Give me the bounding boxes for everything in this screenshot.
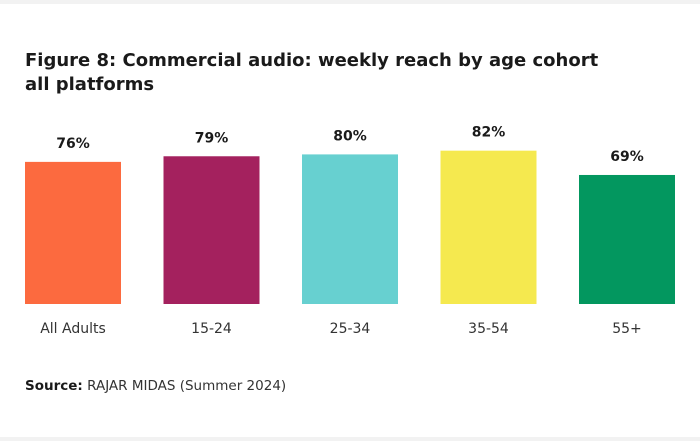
category-label-35-54: 35-54 (468, 321, 509, 337)
bar-15-24 (163, 156, 260, 304)
bar-25-34 (302, 154, 398, 304)
category-label-all-adults: All Adults (40, 321, 106, 337)
category-label-55plus: 55+ (612, 321, 642, 337)
bar-chart: 76% All Adults 79% 15-24 80% 25-34 82% 35-54 69%… (25, 125, 675, 337)
bar-all-adults (25, 161, 121, 304)
top-divider (0, 0, 700, 4)
bar-35-54 (440, 150, 537, 304)
data-label-15-24: 79% (195, 130, 229, 146)
bar-55plus (579, 174, 675, 304)
category-label-15-24: 15-24 (191, 321, 232, 337)
source-note: Source: RAJAR MIDAS (Summer 2024) (25, 378, 286, 394)
data-label-35-54: 82% (472, 125, 506, 141)
data-label-25-34: 80% (333, 128, 367, 144)
category-label-25-34: 25-34 (330, 321, 371, 337)
chart-title-line-1: Figure 8: Commercial audio: weekly reach… (25, 50, 599, 71)
data-label-55plus: 69% (610, 149, 644, 165)
bottom-divider (0, 437, 700, 441)
source-label: Source: (25, 378, 83, 394)
chart-title: Figure 8: Commercial audio: weekly reach… (25, 49, 685, 97)
chart-title-line-2: all platforms (25, 74, 155, 95)
data-label-all-adults: 76% (56, 136, 90, 152)
source-text: RAJAR MIDAS (Summer 2024) (82, 378, 287, 394)
